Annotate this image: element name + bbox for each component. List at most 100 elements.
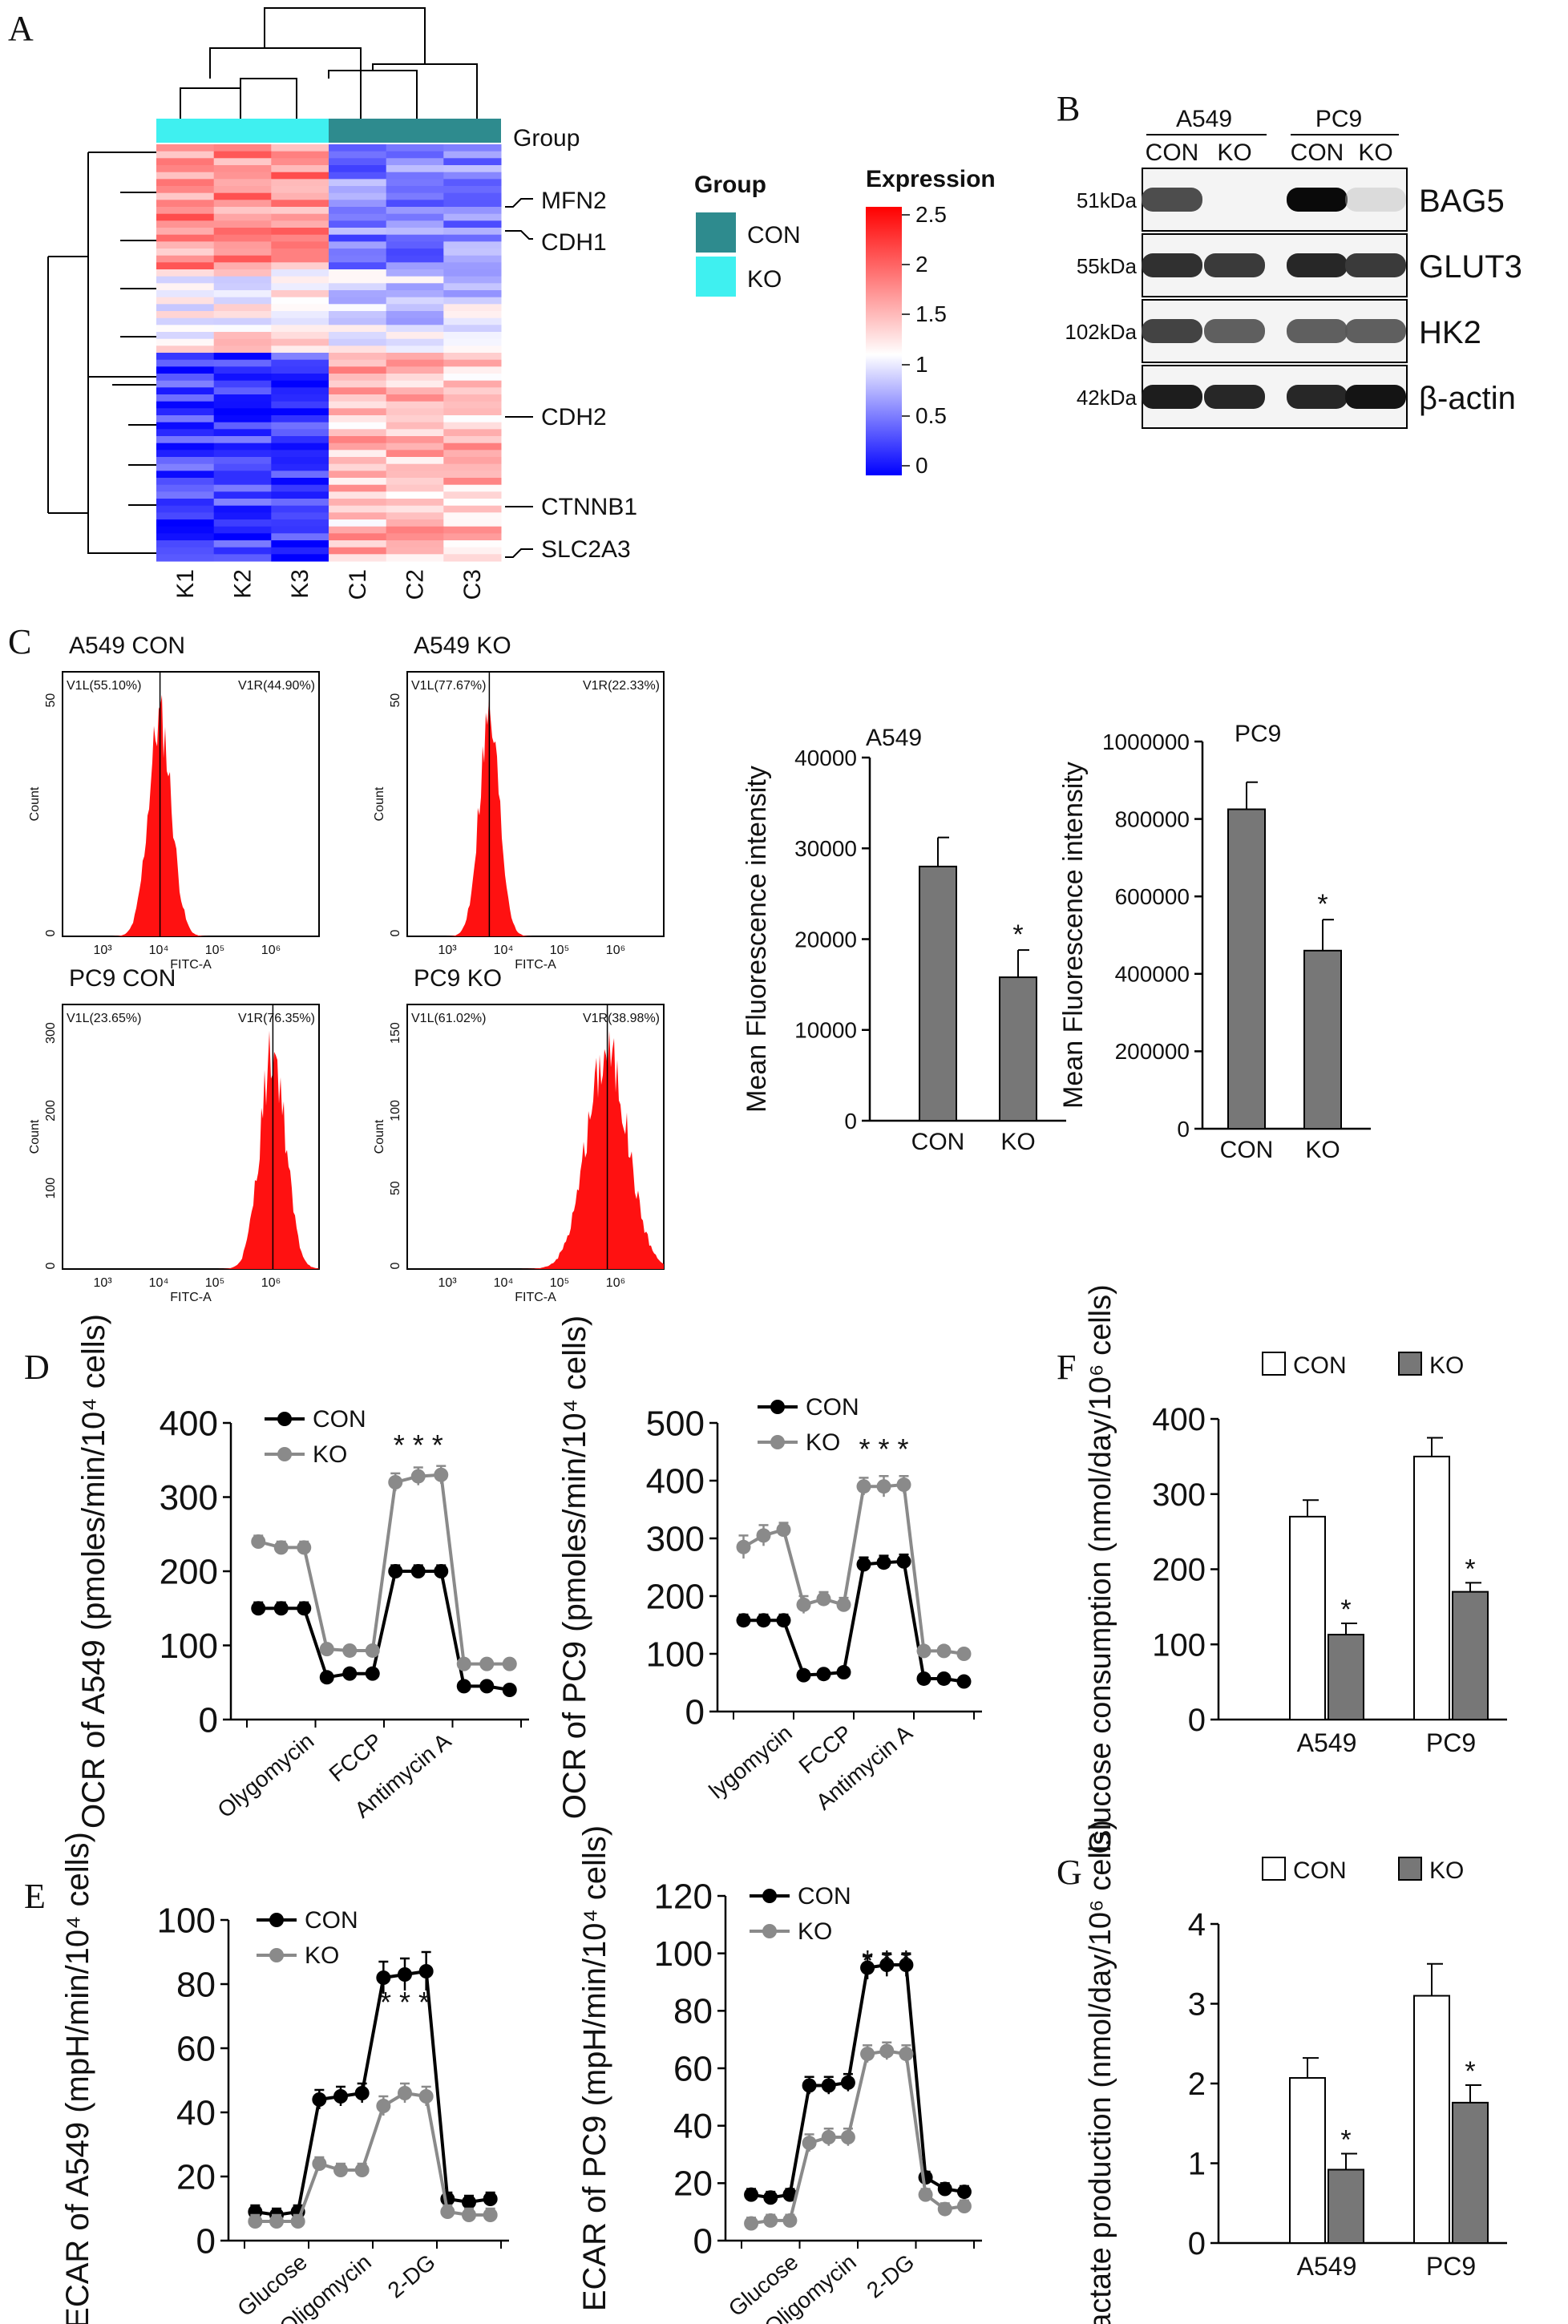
heatmap-cell bbox=[443, 471, 502, 479]
significance-mark: * bbox=[1340, 1594, 1351, 1625]
heatmap-cell bbox=[213, 436, 272, 444]
heatmap-cell bbox=[271, 359, 329, 367]
cell-line-label: A549 bbox=[1176, 106, 1232, 132]
heatmap-cell bbox=[271, 380, 329, 388]
data-point bbox=[398, 1967, 412, 1982]
heatmap-cell bbox=[213, 317, 272, 325]
data-point bbox=[836, 1597, 851, 1612]
heatmap-cell bbox=[156, 394, 215, 402]
heatmap-cell bbox=[271, 338, 329, 346]
heatmap-cell bbox=[271, 533, 329, 541]
heatmap-cell bbox=[443, 429, 502, 437]
data-point bbox=[312, 2156, 327, 2171]
data-point bbox=[840, 2130, 855, 2144]
x-tick-label: 2-DG bbox=[383, 2249, 440, 2303]
heatmap-cell bbox=[156, 554, 215, 562]
heatmap-cell bbox=[213, 262, 272, 270]
heatmap-cell bbox=[443, 387, 502, 395]
heatmap-cell bbox=[156, 283, 215, 291]
heatmap-cell bbox=[213, 269, 272, 277]
heatmap-cell bbox=[386, 255, 444, 263]
y-axis-title: OCR of A549 (pmoles/min/10⁴ cells) bbox=[76, 1314, 111, 1829]
heatmap-cell bbox=[213, 158, 272, 166]
heatmap-cell bbox=[386, 436, 444, 444]
legend-marker bbox=[762, 1924, 777, 1938]
significance-mark: * bbox=[1012, 919, 1023, 950]
heatmap-cell bbox=[386, 526, 444, 534]
legend-label: CON bbox=[798, 1883, 851, 1910]
data-point bbox=[918, 2187, 933, 2202]
blot-band bbox=[1142, 385, 1202, 409]
gate-right-label: V1R(38.98%) bbox=[583, 1012, 660, 1025]
heatmap-cell bbox=[213, 478, 272, 486]
data-point bbox=[410, 1564, 426, 1578]
heatmap-cell bbox=[156, 269, 215, 277]
data-point bbox=[816, 1667, 831, 1682]
data-point bbox=[937, 2201, 952, 2217]
heatmap-cell bbox=[386, 179, 444, 187]
flow-x-tick: 10⁶ bbox=[261, 1276, 281, 1290]
heatmap-cell bbox=[271, 374, 329, 382]
heatmap-cell bbox=[271, 505, 329, 513]
heatmap-cell bbox=[271, 172, 329, 180]
heatmap-cell bbox=[213, 526, 272, 534]
y-axis-title: Lactate production (nmol/day/10⁶ cells) bbox=[1084, 1820, 1117, 2324]
heatmap-grid bbox=[156, 144, 502, 562]
heatmap-cell bbox=[271, 526, 329, 534]
heatmap-cell bbox=[271, 276, 329, 284]
protein-label: β-actin bbox=[1419, 381, 1516, 416]
y-tick-label: 1000000 bbox=[1102, 730, 1190, 754]
y-tick-label: 0 bbox=[1188, 1703, 1206, 1738]
heatmap-cell bbox=[386, 317, 444, 325]
heatmap-cell bbox=[213, 415, 272, 423]
heatmap-cell bbox=[443, 374, 502, 382]
series-line bbox=[750, 1963, 965, 2200]
flow-histogram bbox=[407, 1030, 664, 1269]
heatmap-cell bbox=[213, 422, 272, 430]
data-point bbox=[388, 1475, 403, 1489]
heatmap-cell bbox=[156, 499, 215, 507]
heatmap-cell bbox=[443, 380, 502, 388]
heatmap-cell bbox=[156, 346, 215, 354]
heatmap-cell bbox=[443, 338, 502, 346]
heatmap-cell bbox=[156, 505, 215, 513]
heatmap-cell bbox=[443, 249, 502, 257]
heatmap-cell bbox=[213, 228, 272, 236]
data-point bbox=[418, 2089, 434, 2104]
heatmap-cell bbox=[271, 325, 329, 333]
heatmap-cell bbox=[156, 213, 215, 221]
heatmap-cell bbox=[156, 359, 215, 367]
colorbar-tick-label: 1.5 bbox=[915, 301, 947, 326]
heatmap-cell bbox=[443, 158, 502, 166]
flow-y-title: Count bbox=[373, 1119, 386, 1154]
data-point bbox=[434, 1564, 449, 1578]
heatmap-cell bbox=[156, 255, 215, 263]
legend-label: CON bbox=[806, 1394, 859, 1421]
heatmap-cell bbox=[443, 359, 502, 367]
heatmap-cell bbox=[329, 457, 387, 465]
data-point bbox=[856, 1479, 871, 1494]
y-tick-label: 400 bbox=[160, 1404, 218, 1443]
heatmap-cell bbox=[156, 519, 215, 527]
y-tick-label: 2 bbox=[1188, 2067, 1206, 2102]
heatmap-cell bbox=[329, 484, 387, 492]
heatmap-cell bbox=[156, 228, 215, 236]
heatmap-cell bbox=[386, 408, 444, 416]
bar bbox=[1289, 1515, 1326, 1720]
heatmap-cell bbox=[386, 220, 444, 228]
heatmap-cell bbox=[213, 276, 272, 284]
lane-label: CON bbox=[1291, 139, 1344, 166]
data-point bbox=[879, 1958, 895, 1972]
flow-title: PC9 KO bbox=[414, 965, 502, 992]
data-point bbox=[876, 1479, 891, 1494]
heatmap-cell bbox=[443, 304, 502, 312]
heatmap-cell bbox=[386, 172, 444, 180]
heatmap-cell bbox=[329, 255, 387, 263]
x-tick-label: Olygomycin bbox=[212, 1728, 318, 1823]
heatmap-cell bbox=[329, 436, 387, 444]
heatmap-cell bbox=[443, 317, 502, 325]
heatmap-cell bbox=[271, 422, 329, 430]
data-point bbox=[782, 2187, 798, 2202]
heatmap-cell bbox=[213, 325, 272, 333]
